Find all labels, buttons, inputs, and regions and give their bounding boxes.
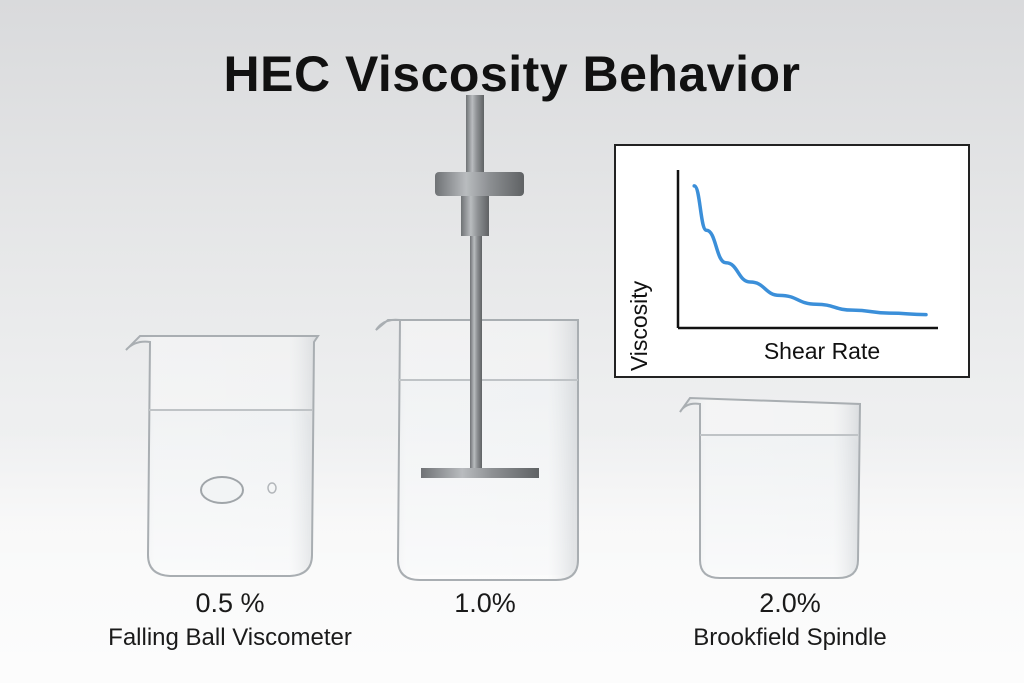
method-label-0: Falling Ball Viscometer [108,624,352,651]
beaker-2-0-percent [679,396,862,579]
method-label-2: Brookfield Spindle [693,624,887,651]
spindle-shaft-lower [470,236,482,471]
falling-ball [200,476,244,504]
spindle-collar [435,172,524,196]
spindle-paddle [421,468,539,478]
page-title: HEC Viscosity Behavior [223,46,801,102]
viscosity-curve [692,184,928,317]
viscosity-chart: Viscosity Shear Rate [614,144,970,378]
concentration-label-1: 1.0% [454,588,516,618]
beaker-glass [125,335,320,577]
x-axis-label: Shear Rate [763,338,881,364]
concentration-label-2: 2.0% [759,588,821,618]
y-axis-label: Viscosity [626,280,652,372]
spindle-coupling [461,196,489,236]
concentration-label-0: 0.5 % [195,588,265,618]
bubble [267,482,277,494]
beaker-0-5-percent [125,335,320,577]
beaker-glass [679,396,862,579]
chart-svg [676,170,938,330]
beaker-1-0-percent [375,95,579,581]
